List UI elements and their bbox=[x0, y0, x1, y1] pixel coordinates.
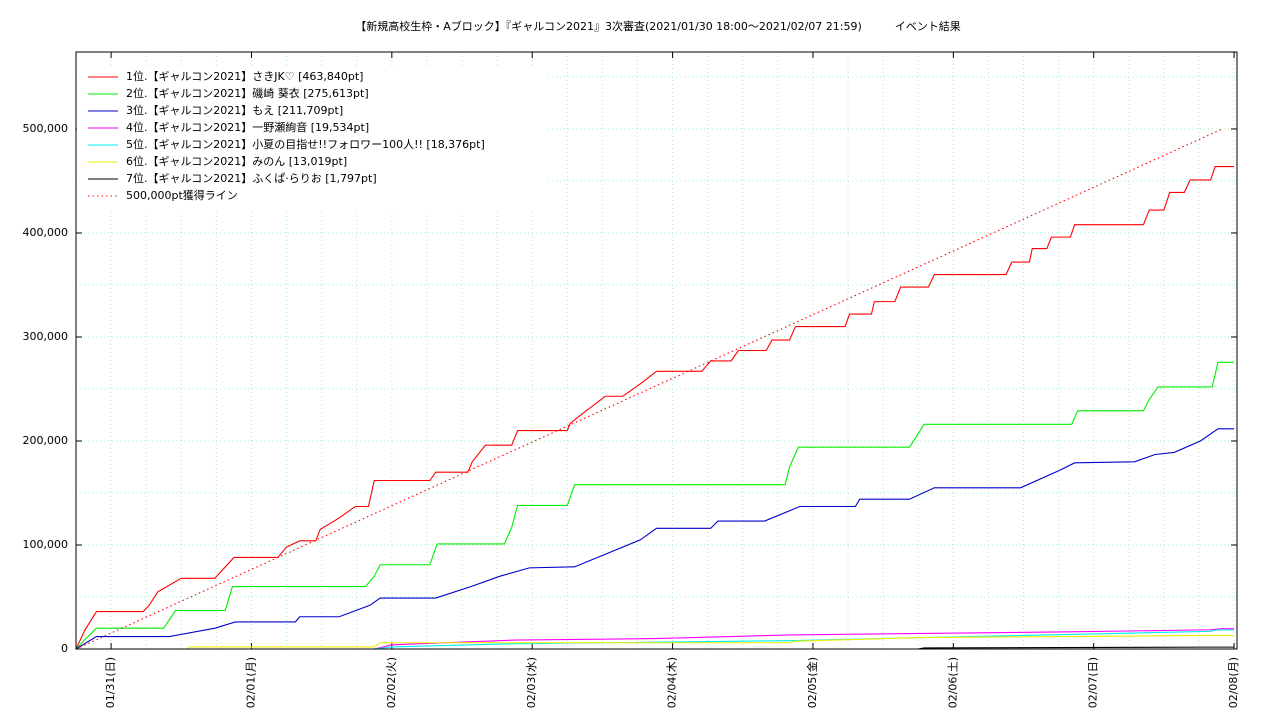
y-tick-label: 200,000 bbox=[23, 434, 69, 447]
x-tick-label: 02/05(金) bbox=[805, 657, 819, 708]
legend-label: 2位.【ギャルコン2021】磯崎 葵衣 [275,613pt] bbox=[126, 86, 369, 100]
x-tick-label: 02/02(火) bbox=[385, 657, 398, 708]
series-line bbox=[75, 361, 1235, 650]
x-tick-label: 02/06(土) bbox=[946, 657, 959, 708]
legend-label: 1位.【ギャルコン2021】さきJK♡ [463,840pt] bbox=[126, 69, 363, 83]
legend-label: 4位.【ギャルコン2021】一野瀬絢音 [19,534pt] bbox=[126, 120, 369, 134]
y-tick-label: 100,000 bbox=[23, 538, 69, 551]
plot-frame bbox=[75, 51, 1238, 650]
series-line bbox=[75, 128, 1223, 650]
y-tick-label: 500,000 bbox=[23, 122, 69, 135]
series-line bbox=[75, 428, 1235, 650]
legend-label: 3位.【ギャルコン2021】もえ [211,709pt] bbox=[126, 103, 343, 117]
x-tick-label: 02/03(水) bbox=[525, 657, 538, 708]
x-tick-label: 02/08(月) bbox=[1227, 657, 1240, 708]
series-line bbox=[76, 629, 1235, 650]
legend-box bbox=[77, 66, 547, 210]
series-line bbox=[76, 634, 1235, 650]
series-line bbox=[75, 166, 1235, 650]
series-line bbox=[76, 628, 1235, 650]
x-tick-label: 02/01(月) bbox=[244, 657, 257, 708]
chart-title: 【新規高校生枠・Aブロック】『ギャルコン2021』3次審査(2021/01/30… bbox=[355, 19, 961, 33]
legend-label: 6位.【ギャルコン2021】みのん [13,019pt] bbox=[126, 154, 347, 168]
y-tick-label: 300,000 bbox=[23, 330, 69, 343]
legend-label: 7位.【ギャルコン2021】ふくぱ·らりお [1,797pt] bbox=[126, 171, 377, 185]
x-tick-label: 02/04(木) bbox=[666, 657, 679, 708]
legend-label: 500,000pt獲得ライン bbox=[126, 189, 238, 202]
x-tick-label: 02/07(日) bbox=[1087, 657, 1100, 708]
y-tick-label: 400,000 bbox=[23, 226, 69, 239]
legend-label: 5位.【ギャルコン2021】小夏の目指せ!!フォロワー100人!! [18,37… bbox=[126, 137, 485, 151]
x-tick-label: 01/31(日) bbox=[104, 657, 117, 708]
y-tick-label: 0 bbox=[61, 642, 68, 655]
